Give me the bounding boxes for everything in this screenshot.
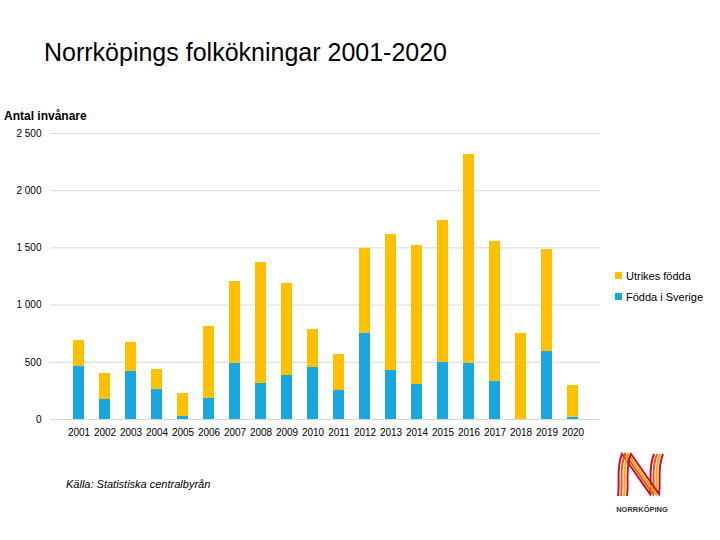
svg-text:2006: 2006 [198, 427, 221, 438]
svg-text:2020: 2020 [562, 427, 585, 438]
svg-text:2018: 2018 [510, 427, 533, 438]
html-text:Antal invånare: Antal invånare [4, 109, 87, 123]
svg-text:2002: 2002 [94, 427, 117, 438]
svg-text:500: 500 [25, 357, 42, 368]
svg-text:2008: 2008 [250, 427, 273, 438]
svg-text:0: 0 [36, 414, 42, 425]
html-text:Norrköpings folkökningar 2001-: Norrköpings folkökningar 2001-2020 [44, 38, 447, 66]
svg-text:2010: 2010 [302, 427, 325, 438]
svg-text:2005: 2005 [172, 427, 195, 438]
html-text:Födda i Sverige: Födda i Sverige [626, 290, 703, 303]
svg-text:2014: 2014 [406, 427, 429, 438]
svg-text:2004: 2004 [146, 427, 169, 438]
svg-text:2015: 2015 [432, 427, 455, 438]
svg-text:NORRKÖPING: NORRKÖPING [616, 505, 668, 514]
svg-text:2003: 2003 [120, 427, 143, 438]
svg-text:2019: 2019 [536, 427, 559, 438]
svg-text:2009: 2009 [276, 427, 299, 438]
svg-text:2001: 2001 [68, 427, 91, 438]
svg-text:2011: 2011 [328, 427, 350, 438]
svg-text:1 000: 1 000 [16, 299, 41, 310]
svg-text:2012: 2012 [354, 427, 377, 438]
html-text:Källa: Statistiska centralbyrå: Källa: Statistiska centralbyrån [66, 478, 211, 490]
svg-text:2013: 2013 [380, 427, 403, 438]
svg-text:2 500: 2 500 [16, 128, 41, 139]
svg-text:2017: 2017 [484, 427, 507, 438]
svg-text:1 500: 1 500 [16, 242, 41, 253]
svg-text:2016: 2016 [458, 427, 481, 438]
svg-text:2 000: 2 000 [16, 185, 41, 196]
svg-text:2007: 2007 [224, 427, 247, 438]
html-text:Utrikes födda: Utrikes födda [626, 269, 691, 282]
